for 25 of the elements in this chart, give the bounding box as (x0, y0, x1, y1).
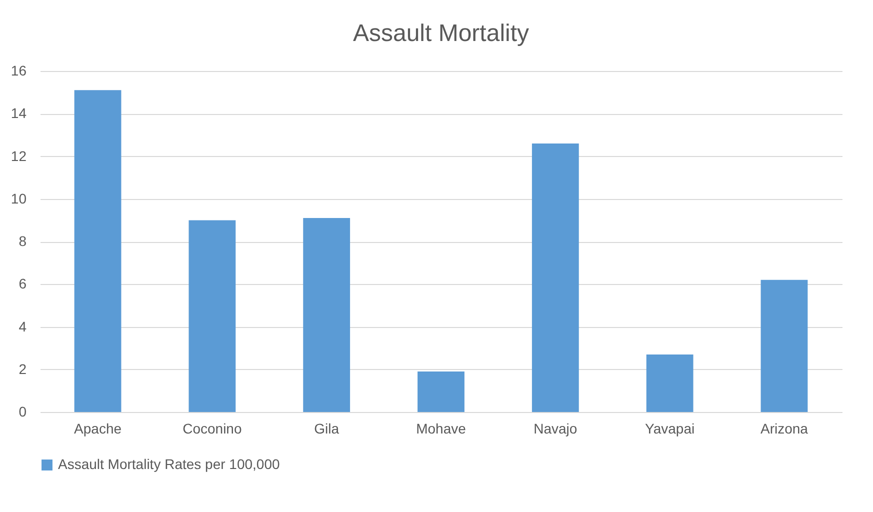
bar (418, 372, 464, 412)
x-tick-label: Mohave (416, 420, 466, 436)
bar (760, 280, 808, 412)
y-tick-label: 12 (10, 148, 27, 164)
x-tick-label: Arizona (760, 420, 808, 436)
y-tick-label: 6 (18, 276, 27, 292)
x-tick-label: Gila (314, 420, 340, 436)
y-tick-label: 14 (10, 105, 27, 122)
x-tick-label: Navajo (534, 420, 578, 436)
y-tick-label: 4 (18, 318, 27, 334)
y-tick-label: 10 (10, 190, 27, 206)
bar (532, 143, 579, 412)
y-tick-label: 16 (10, 62, 27, 78)
chart-title: Assault Mortality (352, 20, 530, 47)
bar (303, 218, 350, 412)
y-tick-label: 8 (18, 233, 27, 249)
y-tick-label: 2 (18, 360, 27, 377)
x-tick-label: Apache (74, 420, 122, 436)
x-tick-label: Yavapai (645, 420, 695, 436)
y-tick-label: 0 (18, 404, 27, 420)
x-tick-label: Coconino (182, 420, 242, 436)
bar (188, 220, 236, 412)
bar (74, 90, 122, 412)
bar (646, 354, 694, 412)
legend-label: Assault Mortality Rates per 100,000 (58, 456, 280, 472)
